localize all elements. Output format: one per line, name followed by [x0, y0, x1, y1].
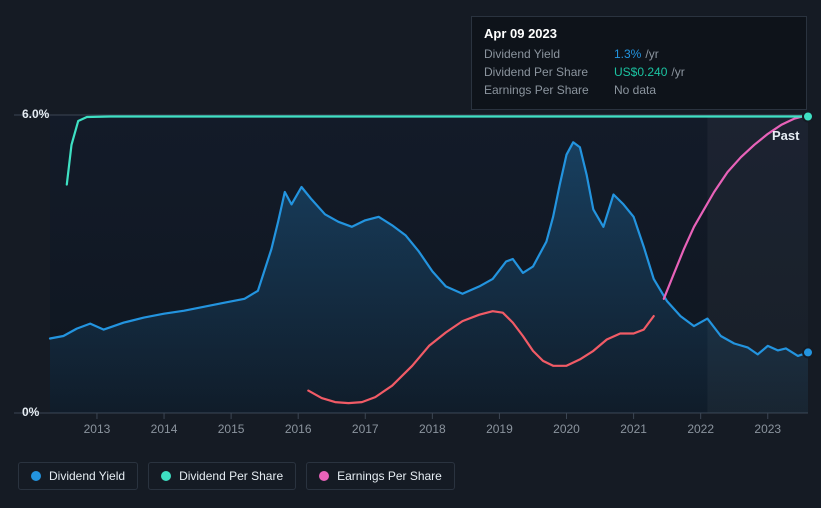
- past-label: Past: [772, 128, 799, 143]
- series-end-dot: [803, 111, 813, 121]
- tooltip-row-eps: Earnings Per Share No data: [484, 81, 794, 99]
- chart-tooltip: Apr 09 2023 Dividend Yield 1.3% /yr Divi…: [471, 16, 807, 110]
- legend-item-dividend-per-share[interactable]: Dividend Per Share: [148, 462, 296, 490]
- tooltip-label: Earnings Per Share: [484, 81, 614, 99]
- tooltip-value: US$0.240: [614, 63, 667, 81]
- tooltip-row-yield: Dividend Yield 1.3% /yr: [484, 45, 794, 63]
- legend-item-dividend-yield[interactable]: Dividend Yield: [18, 462, 138, 490]
- x-tick-label: 2020: [553, 422, 580, 436]
- tooltip-unit: /yr: [671, 63, 684, 81]
- legend-dot: [161, 471, 171, 481]
- y-tick-max: 6.0%: [22, 107, 49, 121]
- tooltip-label: Dividend Yield: [484, 45, 614, 63]
- x-tick-label: 2017: [352, 422, 379, 436]
- tooltip-label: Dividend Per Share: [484, 63, 614, 81]
- legend-label: Earnings Per Share: [337, 469, 442, 483]
- x-tick-label: 2014: [151, 422, 178, 436]
- legend-item-earnings-per-share[interactable]: Earnings Per Share: [306, 462, 455, 490]
- legend-label: Dividend Per Share: [179, 469, 283, 483]
- x-tick-label: 2013: [84, 422, 111, 436]
- tooltip-value: No data: [614, 81, 656, 99]
- legend-dot: [319, 471, 329, 481]
- tooltip-value: 1.3%: [614, 45, 641, 63]
- tooltip-row-dps: Dividend Per Share US$0.240 /yr: [484, 63, 794, 81]
- x-tick-label: 2015: [218, 422, 245, 436]
- x-tick-label: 2021: [620, 422, 647, 436]
- series-end-dot: [803, 347, 813, 357]
- y-tick-min: 0%: [22, 405, 39, 419]
- tooltip-unit: /yr: [645, 45, 658, 63]
- x-tick-label: 2022: [687, 422, 714, 436]
- legend-dot: [31, 471, 41, 481]
- dividend-chart: 6.0% 0% 2013 2014 2015 2016 2017 2018 2019 2020…: [0, 0, 821, 508]
- chart-legend: Dividend Yield Dividend Per Share Earnin…: [18, 462, 455, 490]
- x-tick-label: 2023: [754, 422, 781, 436]
- legend-label: Dividend Yield: [49, 469, 125, 483]
- x-tick-label: 2018: [419, 422, 446, 436]
- x-tick-label: 2016: [285, 422, 312, 436]
- x-tick-label: 2019: [486, 422, 513, 436]
- tooltip-date: Apr 09 2023: [484, 25, 794, 43]
